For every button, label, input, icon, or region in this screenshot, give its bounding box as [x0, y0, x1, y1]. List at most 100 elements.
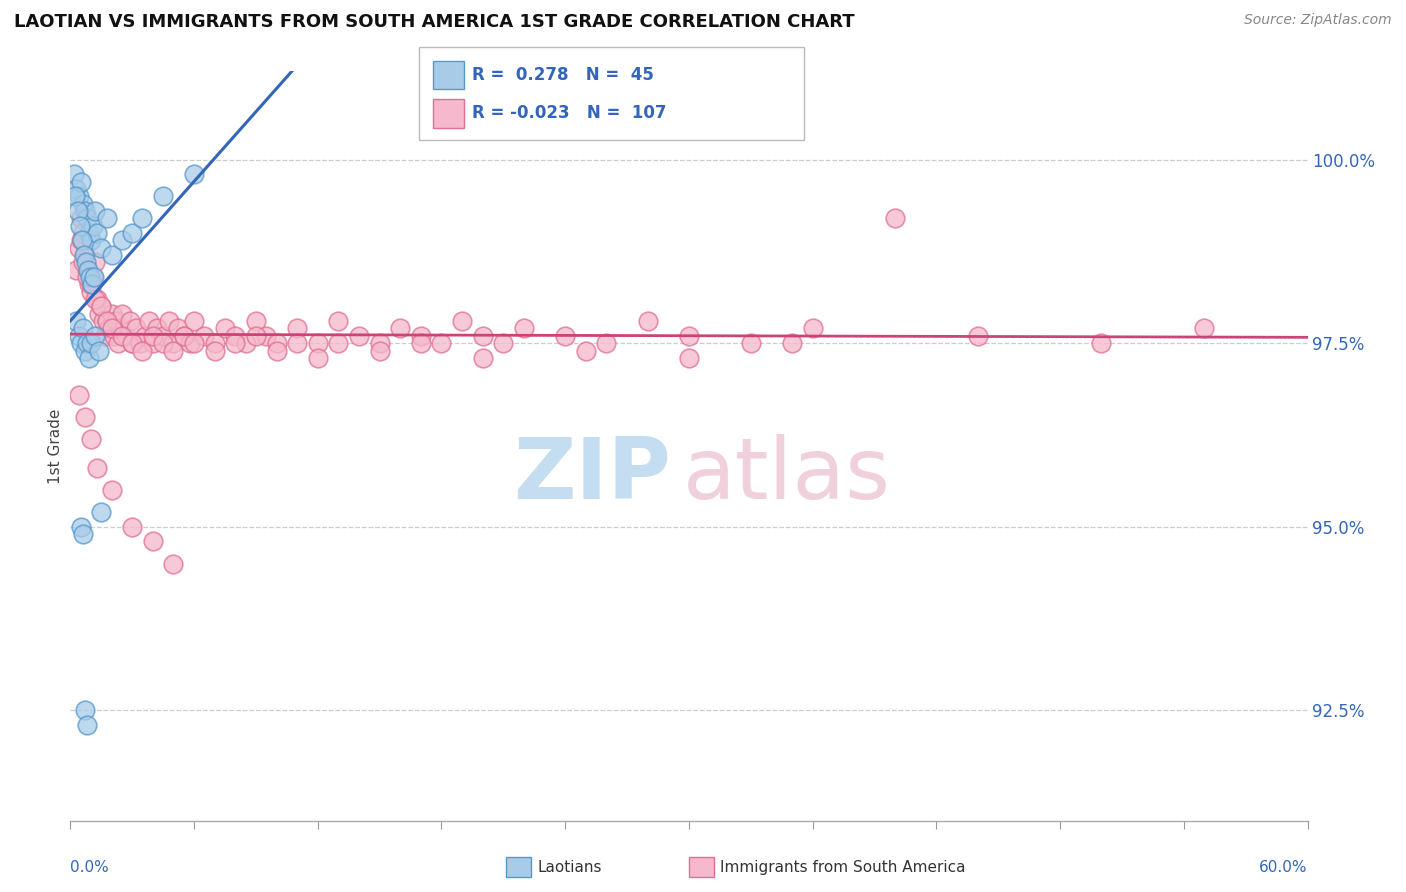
- Point: [69, 219, 91, 233]
- Point: [575, 343, 598, 358]
- Point: [69, 336, 91, 351]
- Point: [328, 314, 350, 328]
- Point: [79, 270, 101, 285]
- Point: [131, 343, 153, 358]
- Point: [73, 248, 96, 262]
- Point: [65, 189, 87, 203]
- Point: [595, 336, 617, 351]
- Text: R =  0.278   N =  45: R = 0.278 N = 45: [472, 66, 654, 84]
- Point: [111, 307, 134, 321]
- Point: [285, 336, 308, 351]
- Point: [471, 351, 494, 365]
- Point: [90, 300, 112, 314]
- Point: [120, 314, 142, 328]
- Point: [179, 336, 201, 351]
- Point: [69, 520, 91, 534]
- Point: [96, 314, 118, 328]
- Point: [142, 534, 165, 549]
- Point: [245, 314, 267, 328]
- Point: [65, 314, 87, 328]
- Point: [94, 328, 117, 343]
- Point: [780, 336, 803, 351]
- Point: [96, 314, 118, 328]
- Point: [307, 351, 329, 365]
- Point: [67, 387, 90, 401]
- Point: [115, 328, 138, 343]
- Point: [90, 241, 112, 255]
- Point: [162, 343, 184, 358]
- Point: [76, 718, 98, 732]
- Point: [285, 321, 308, 335]
- Point: [121, 520, 143, 534]
- Point: [107, 336, 129, 351]
- Point: [73, 203, 96, 218]
- Point: [83, 270, 105, 285]
- Point: [80, 432, 103, 446]
- Point: [65, 262, 87, 277]
- Point: [224, 328, 246, 343]
- Point: [214, 321, 236, 335]
- Point: [84, 292, 107, 306]
- Point: [72, 226, 94, 240]
- Point: [173, 328, 195, 343]
- Point: [637, 314, 659, 328]
- Point: [69, 211, 91, 226]
- Point: [65, 182, 87, 196]
- Point: [121, 336, 143, 351]
- Point: [183, 336, 205, 351]
- Point: [266, 343, 288, 358]
- Point: [389, 321, 412, 335]
- Point: [146, 321, 169, 335]
- Point: [84, 328, 107, 343]
- Point: [347, 328, 370, 343]
- Point: [89, 343, 111, 358]
- Point: [678, 351, 700, 365]
- Point: [368, 336, 391, 351]
- Point: [129, 336, 152, 351]
- Point: [86, 226, 108, 240]
- Point: [90, 300, 112, 314]
- Point: [134, 328, 156, 343]
- Point: [166, 321, 188, 335]
- Point: [100, 483, 122, 497]
- Point: [69, 175, 91, 189]
- Point: [84, 255, 107, 269]
- Point: [76, 336, 98, 351]
- Point: [142, 336, 165, 351]
- Point: [204, 343, 226, 358]
- Point: [193, 328, 215, 343]
- Text: Source: ZipAtlas.com: Source: ZipAtlas.com: [1244, 13, 1392, 28]
- Point: [409, 336, 432, 351]
- Text: 0.0%: 0.0%: [70, 860, 110, 874]
- Point: [80, 233, 103, 247]
- Point: [73, 248, 96, 262]
- Point: [86, 292, 108, 306]
- Point: [73, 703, 96, 717]
- Point: [884, 211, 907, 226]
- Point: [108, 321, 131, 335]
- Point: [96, 211, 118, 226]
- Point: [100, 321, 122, 335]
- Point: [121, 336, 143, 351]
- Point: [77, 226, 100, 240]
- Point: [152, 328, 174, 343]
- Point: [73, 343, 96, 358]
- Point: [152, 189, 174, 203]
- Point: [204, 336, 226, 351]
- Text: Immigrants from South America: Immigrants from South America: [720, 860, 966, 874]
- Point: [513, 321, 536, 335]
- Point: [111, 328, 134, 343]
- Point: [76, 262, 98, 277]
- Text: 60.0%: 60.0%: [1260, 860, 1308, 874]
- Point: [72, 255, 94, 269]
- Point: [328, 336, 350, 351]
- Point: [409, 328, 432, 343]
- Point: [72, 527, 94, 541]
- Point: [89, 307, 111, 321]
- Point: [966, 328, 988, 343]
- Point: [183, 314, 205, 328]
- Point: [66, 203, 89, 218]
- Point: [63, 167, 86, 181]
- Point: [1194, 321, 1216, 335]
- Point: [740, 336, 762, 351]
